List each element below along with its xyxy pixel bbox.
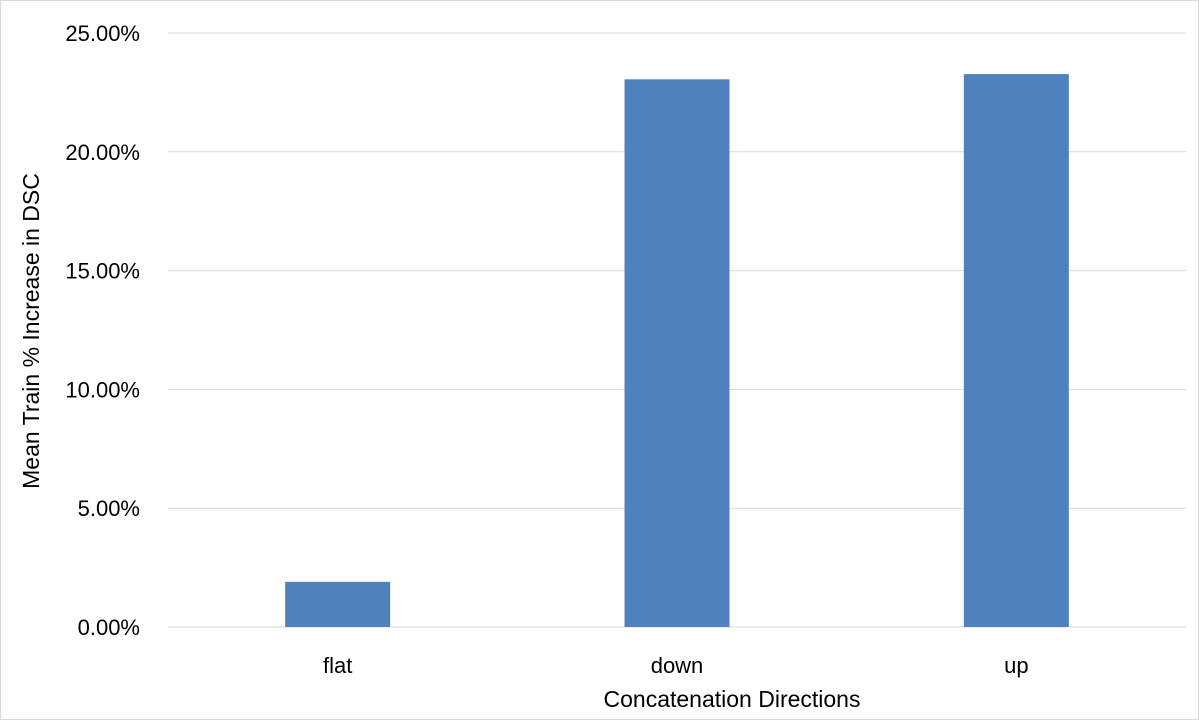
bar-up xyxy=(963,74,1069,627)
bar-flat xyxy=(285,581,391,627)
y-axis-title: Mean Train % Increase in DSC xyxy=(18,173,44,489)
y-tick-label: 0.00% xyxy=(78,615,140,640)
y-tick-label: 10.00% xyxy=(65,377,140,402)
x-axis-title: Concatenation Directions xyxy=(604,686,861,712)
y-tick-label: 25.00% xyxy=(65,21,140,46)
bar-down xyxy=(624,79,730,627)
y-tick-label: 20.00% xyxy=(65,140,140,165)
x-tick-labels: flat down up xyxy=(323,653,1029,678)
x-tick-label-up: up xyxy=(1004,653,1028,678)
y-tick-label: 5.00% xyxy=(78,496,140,521)
x-tick-label-down: down xyxy=(651,653,704,678)
y-tick-labels: 0.00% 5.00% 10.00% 15.00% 20.00% 25.00% xyxy=(65,21,140,640)
bars xyxy=(285,74,1069,627)
x-tick-label-flat: flat xyxy=(323,653,352,678)
y-tick-label: 15.00% xyxy=(65,259,140,284)
